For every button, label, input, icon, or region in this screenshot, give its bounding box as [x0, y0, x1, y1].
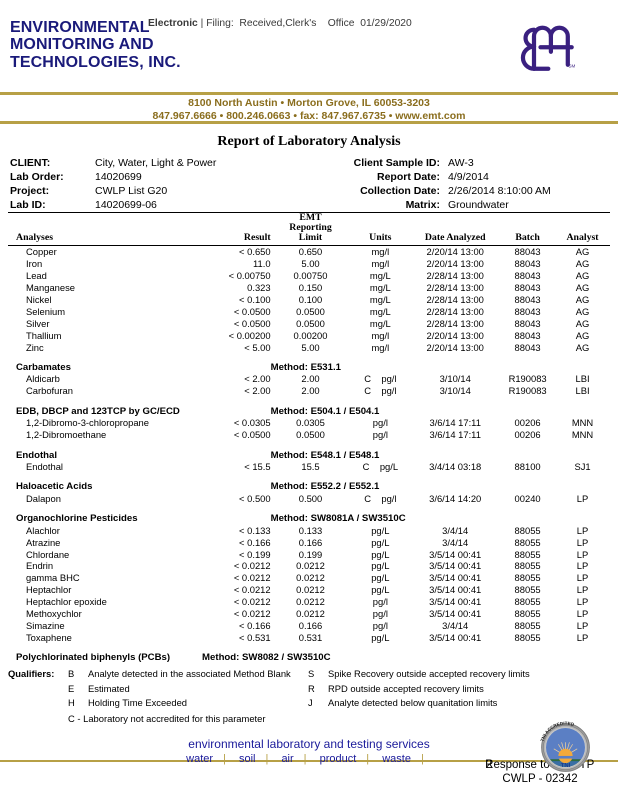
svg-text:SM: SM [568, 63, 575, 68]
svg-text:TNI: TNI [561, 763, 571, 769]
